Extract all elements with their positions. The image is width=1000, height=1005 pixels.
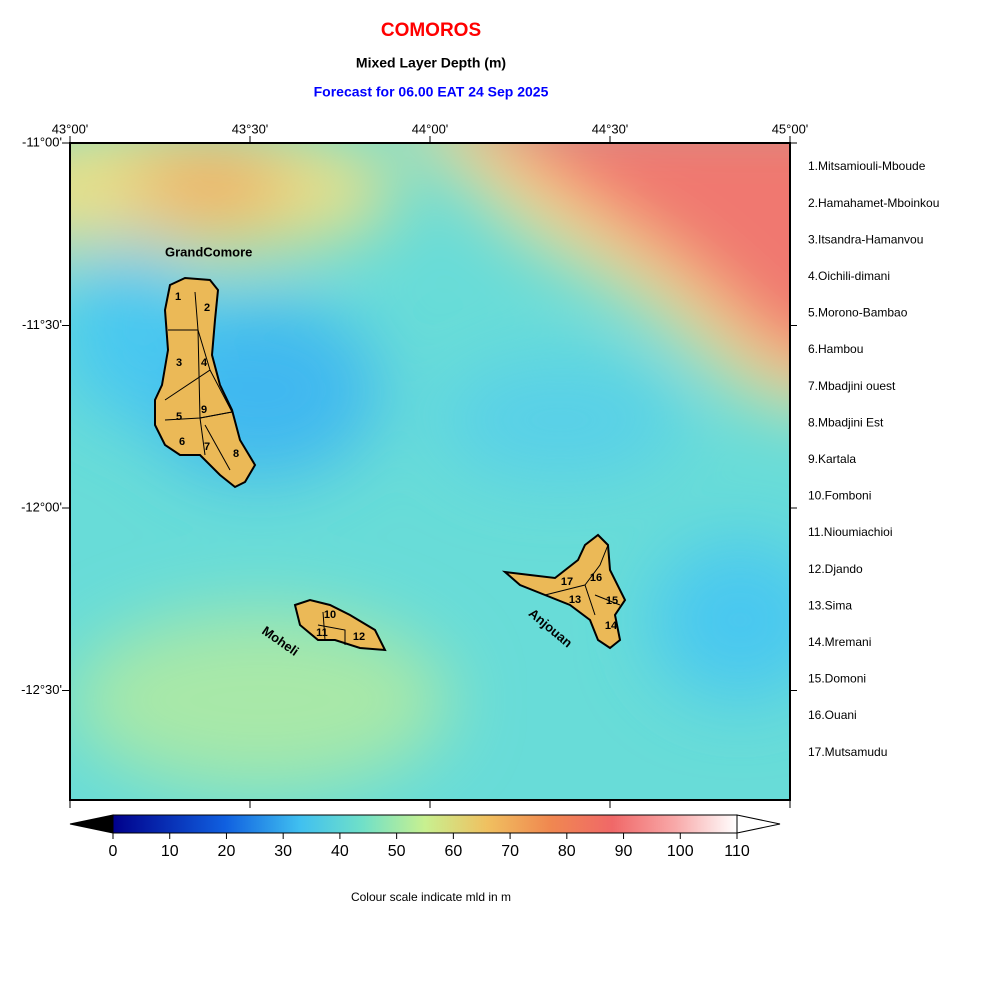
colorbar-label: 100 — [667, 843, 694, 860]
district-number: 5 — [176, 411, 182, 423]
district-number: 6 — [179, 436, 185, 448]
district-legend: 14.Mremani — [808, 635, 871, 649]
district-legend: 10.Fomboni — [808, 489, 871, 503]
title: COMOROS — [381, 20, 481, 41]
colorbar-caption: Colour scale indicate mld in m — [351, 890, 511, 904]
district-legend: 17.Mutsamudu — [808, 745, 887, 759]
colorbar-label: 50 — [388, 843, 406, 860]
district-number: 9 — [201, 404, 207, 416]
district-number: 7 — [204, 441, 210, 453]
district-legend: 5.Morono-Bambao — [808, 306, 908, 320]
lon-label: 43°30' — [232, 121, 269, 136]
district-number: 2 — [204, 302, 210, 314]
island-label: GrandComore — [165, 244, 252, 259]
lon-label: 44°30' — [592, 121, 629, 136]
district-number: 3 — [176, 357, 182, 369]
colorbar-label: 0 — [109, 843, 118, 860]
colorbar — [112, 814, 738, 834]
lat-label: -11°00' — [22, 134, 62, 149]
colorbar-label: 110 — [724, 843, 750, 860]
district-legend: 3.Itsandra-Hamanvou — [808, 232, 923, 246]
district-number: 8 — [233, 448, 239, 460]
district-legend: 9.Kartala — [808, 452, 856, 466]
district-number: 11 — [316, 627, 328, 639]
lon-label: 44°00' — [412, 121, 449, 136]
district-legend: 7.Mbadjini ouest — [808, 379, 896, 393]
colorbar-label: 70 — [501, 843, 519, 860]
district-number: 14 — [605, 620, 618, 632]
district-legend: 2.Hamahamet-Mboinkou — [808, 196, 939, 210]
colorbar-label: 40 — [331, 843, 349, 860]
lon-label: 45°00' — [772, 121, 809, 136]
district-number: 4 — [201, 357, 208, 369]
district-legend: 12.Djando — [808, 562, 863, 576]
district-legend: 11.Nioumiachioi — [808, 525, 893, 539]
colorbar-under — [69, 814, 114, 834]
district-legend: 4.Oichili-dimani — [808, 269, 890, 283]
district-legend: 6.Hambou — [808, 342, 863, 356]
district-number: 15 — [606, 595, 618, 607]
district-number: 1 — [175, 291, 181, 303]
colorbar-label: 80 — [558, 843, 576, 860]
lat-label: -12°30' — [21, 682, 62, 697]
district-legend: 13.Sima — [808, 598, 852, 612]
district-legend: 16.Ouani — [808, 708, 857, 722]
colorbar-label: 60 — [444, 843, 462, 860]
colorbar-label: 90 — [615, 843, 633, 860]
lat-label: -12°00' — [21, 499, 62, 514]
field — [70, 143, 790, 800]
district-legend: 8.Mbadjini Est — [808, 415, 884, 429]
colorbar-label: 20 — [218, 843, 236, 860]
district-number: 12 — [353, 631, 365, 643]
district-number: 13 — [569, 594, 581, 606]
district-legend: 15.Domoni — [808, 672, 866, 686]
district-borders — [164, 291, 621, 645]
lon-label: 43°00' — [52, 121, 89, 136]
lat-label: -11°30' — [22, 317, 62, 332]
colorbar-over — [736, 814, 781, 834]
forecast: Forecast for 06.00 EAT 24 Sep 2025 — [314, 84, 549, 100]
district-number: 10 — [324, 609, 336, 621]
colorbar-label: 30 — [274, 843, 292, 860]
subtitle: Mixed Layer Depth (m) — [356, 55, 506, 71]
district-number: 17 — [561, 576, 573, 588]
colorbar-label: 10 — [161, 843, 179, 860]
district-legend: 1.Mitsamiouli-Mboude — [808, 159, 926, 173]
district-number: 16 — [590, 572, 602, 584]
